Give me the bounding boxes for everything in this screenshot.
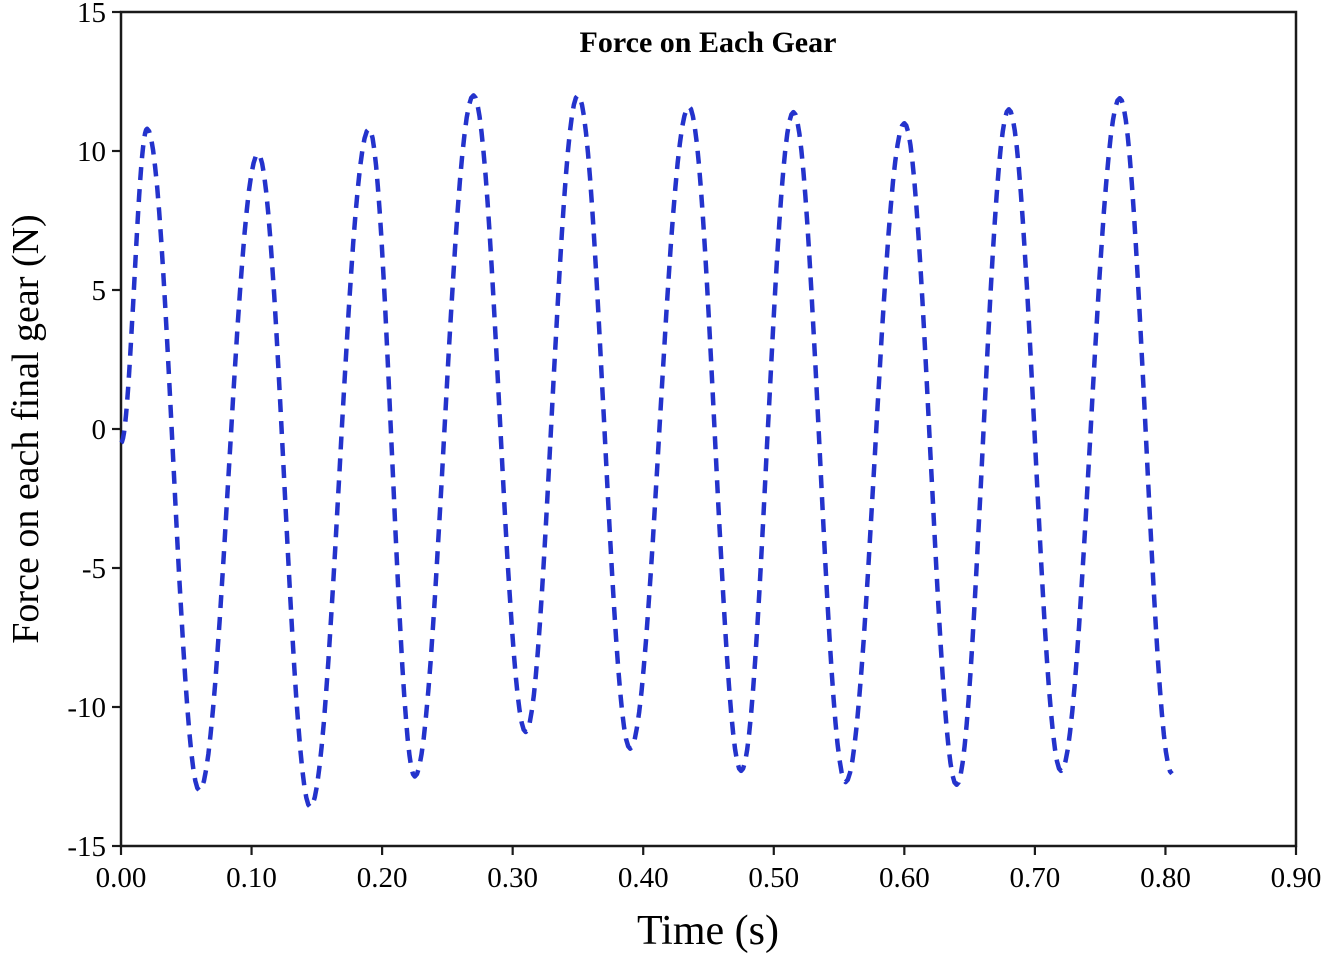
y-tick-label: -15 — [67, 831, 106, 863]
x-tick-label: 0.10 — [226, 862, 277, 894]
y-tick-label: 0 — [92, 414, 107, 446]
y-axis-label: Force on each final gear (N) — [5, 214, 47, 643]
plot-frame — [119, 10, 1298, 848]
y-tick-label: -10 — [67, 692, 106, 724]
x-tick-label: 0.20 — [357, 862, 408, 894]
axis-ticks — [112, 10, 1298, 855]
x-tick-label: 0.40 — [618, 862, 669, 894]
y-tick-labels: -15 -10 -5 0 5 10 15 — [67, 0, 106, 863]
y-tick-label: -5 — [82, 553, 106, 585]
x-tick-label: 0.00 — [96, 862, 147, 894]
y-tick-label: 10 — [77, 136, 106, 168]
x-tick-label: 0.70 — [1010, 862, 1061, 894]
y-tick-label: 5 — [92, 275, 107, 307]
y-tick-label: 15 — [77, 0, 106, 29]
x-tick-label: 0.50 — [748, 862, 799, 894]
x-tick-labels: 0.00 0.10 0.20 0.30 0.40 0.50 0.60 0.70 0.80 0.90 — [96, 862, 1322, 894]
x-axis-label: Time (s) — [637, 908, 779, 954]
x-tick-label: 0.90 — [1271, 862, 1322, 894]
x-tick-label: 0.80 — [1140, 862, 1191, 894]
chart-title: Force on Each Gear — [580, 26, 837, 59]
series-lines — [119, 93, 1174, 810]
x-tick-label: 0.60 — [879, 862, 930, 894]
force-series-line — [119, 93, 1174, 810]
x-tick-label: 0.30 — [487, 862, 538, 894]
